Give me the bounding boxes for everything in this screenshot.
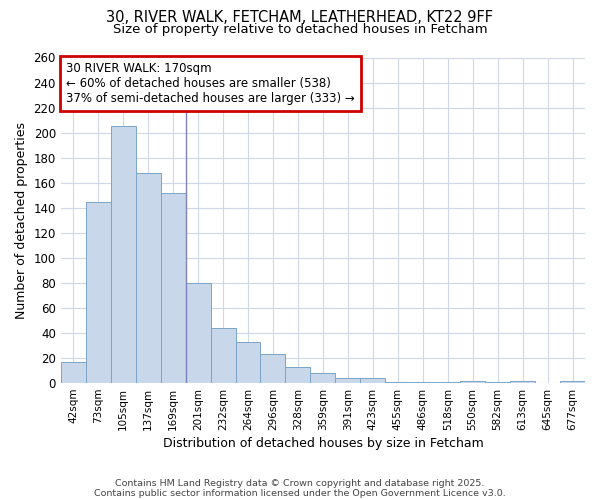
Bar (485, 382, 510, 383)
Bar (361, 378, 385, 383)
Bar (410, 382, 435, 383)
Text: 30, RIVER WALK, FETCHAM, LEATHERHEAD, KT22 9FF: 30, RIVER WALK, FETCHAM, LEATHERHEAD, KT… (107, 10, 493, 25)
Bar (310, 373, 335, 383)
Text: Size of property relative to detached houses in Fetcham: Size of property relative to detached ho… (113, 22, 487, 36)
Text: 30 RIVER WALK: 170sqm
← 60% of detached houses are smaller (538)
37% of semi-det: 30 RIVER WALK: 170sqm ← 60% of detached … (66, 62, 355, 106)
Bar (335, 378, 361, 383)
Bar (435, 382, 460, 383)
Bar (385, 382, 410, 383)
Bar (211, 328, 236, 383)
Bar (286, 367, 310, 383)
Bar (61, 362, 86, 383)
Bar (136, 172, 161, 383)
Bar (460, 380, 485, 383)
Bar (185, 283, 211, 383)
Text: Contains HM Land Registry data © Crown copyright and database right 2025.: Contains HM Land Registry data © Crown c… (115, 478, 485, 488)
X-axis label: Distribution of detached houses by size in Fetcham: Distribution of detached houses by size … (163, 437, 483, 450)
Bar (161, 192, 185, 383)
Text: Contains public sector information licensed under the Open Government Licence v3: Contains public sector information licen… (94, 488, 506, 498)
Bar (510, 380, 535, 383)
Bar (111, 126, 136, 383)
Bar (560, 380, 585, 383)
Bar (86, 202, 111, 383)
Bar (260, 354, 286, 383)
Y-axis label: Number of detached properties: Number of detached properties (15, 122, 28, 319)
Bar (236, 342, 260, 383)
